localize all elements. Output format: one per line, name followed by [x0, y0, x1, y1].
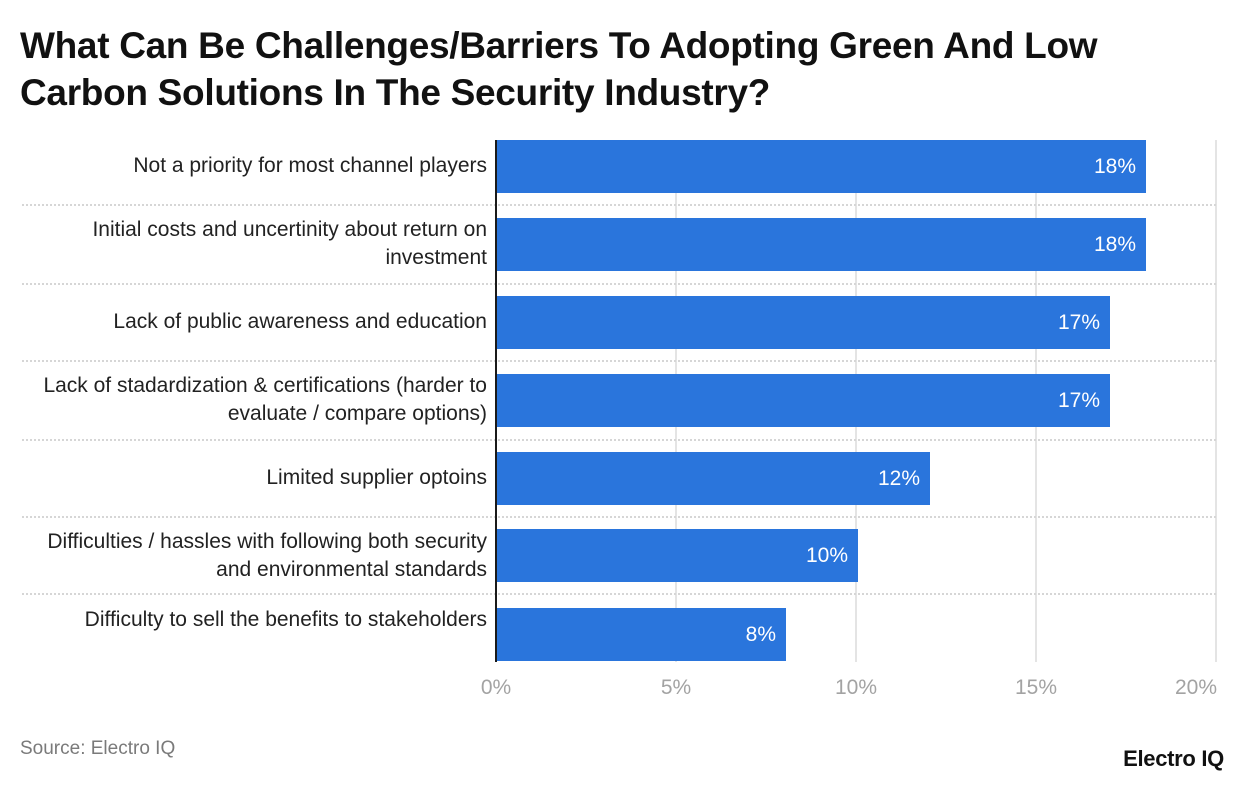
- x-tick-label: 15%: [1014, 676, 1058, 699]
- bar[interactable]: 17%: [497, 296, 1110, 349]
- bar[interactable]: 18%: [497, 218, 1146, 271]
- category-label: Lack of stadardization & certifications …: [43, 374, 487, 425]
- bar[interactable]: 18%: [497, 140, 1146, 193]
- bar[interactable]: 17%: [497, 374, 1110, 427]
- x-tick-label: 10%: [834, 676, 878, 699]
- category-label: Lack of public awareness and education: [113, 310, 487, 333]
- row-separator: [22, 360, 1216, 362]
- category-label: Initial costs and uncertinity about retu…: [92, 218, 487, 269]
- bar-value-label: 17%: [1057, 389, 1100, 412]
- bar-value-label: 10%: [805, 544, 848, 567]
- source-note: Source: Electro IQ: [20, 738, 176, 759]
- bar-value-label: 18%: [1093, 155, 1136, 178]
- chart-title: What Can Be Challenges/Barriers To Adopt…: [20, 25, 1098, 113]
- bar[interactable]: 10%: [497, 529, 858, 582]
- brand-logo: Electro IQ: [1123, 746, 1224, 771]
- x-tick-label: 0%: [480, 676, 512, 699]
- bar[interactable]: 8%: [497, 608, 786, 661]
- bar[interactable]: 12%: [497, 452, 930, 505]
- y-axis-line: [495, 140, 497, 662]
- bar-value-label: 12%: [877, 467, 920, 490]
- bar-value-label: 8%: [745, 623, 776, 646]
- bar-value-label: 18%: [1093, 233, 1136, 256]
- category-label: Difficulty to sell the benefits to stake…: [84, 608, 487, 631]
- row-separator: [22, 439, 1216, 441]
- category-label: Not a priority for most channel players: [133, 154, 487, 177]
- row-separator: [22, 516, 1216, 518]
- gridline-20: [1215, 140, 1217, 662]
- bar-value-label: 17%: [1057, 311, 1100, 334]
- x-tick-label: 5%: [660, 676, 692, 699]
- row-separator: [22, 593, 1216, 595]
- category-label: Difficulties / hassles with following bo…: [47, 530, 487, 581]
- row-separator: [22, 283, 1216, 285]
- row-separator: [22, 204, 1216, 206]
- category-label: Limited supplier optoins: [266, 466, 487, 489]
- x-tick-label: 20%: [1174, 676, 1218, 699]
